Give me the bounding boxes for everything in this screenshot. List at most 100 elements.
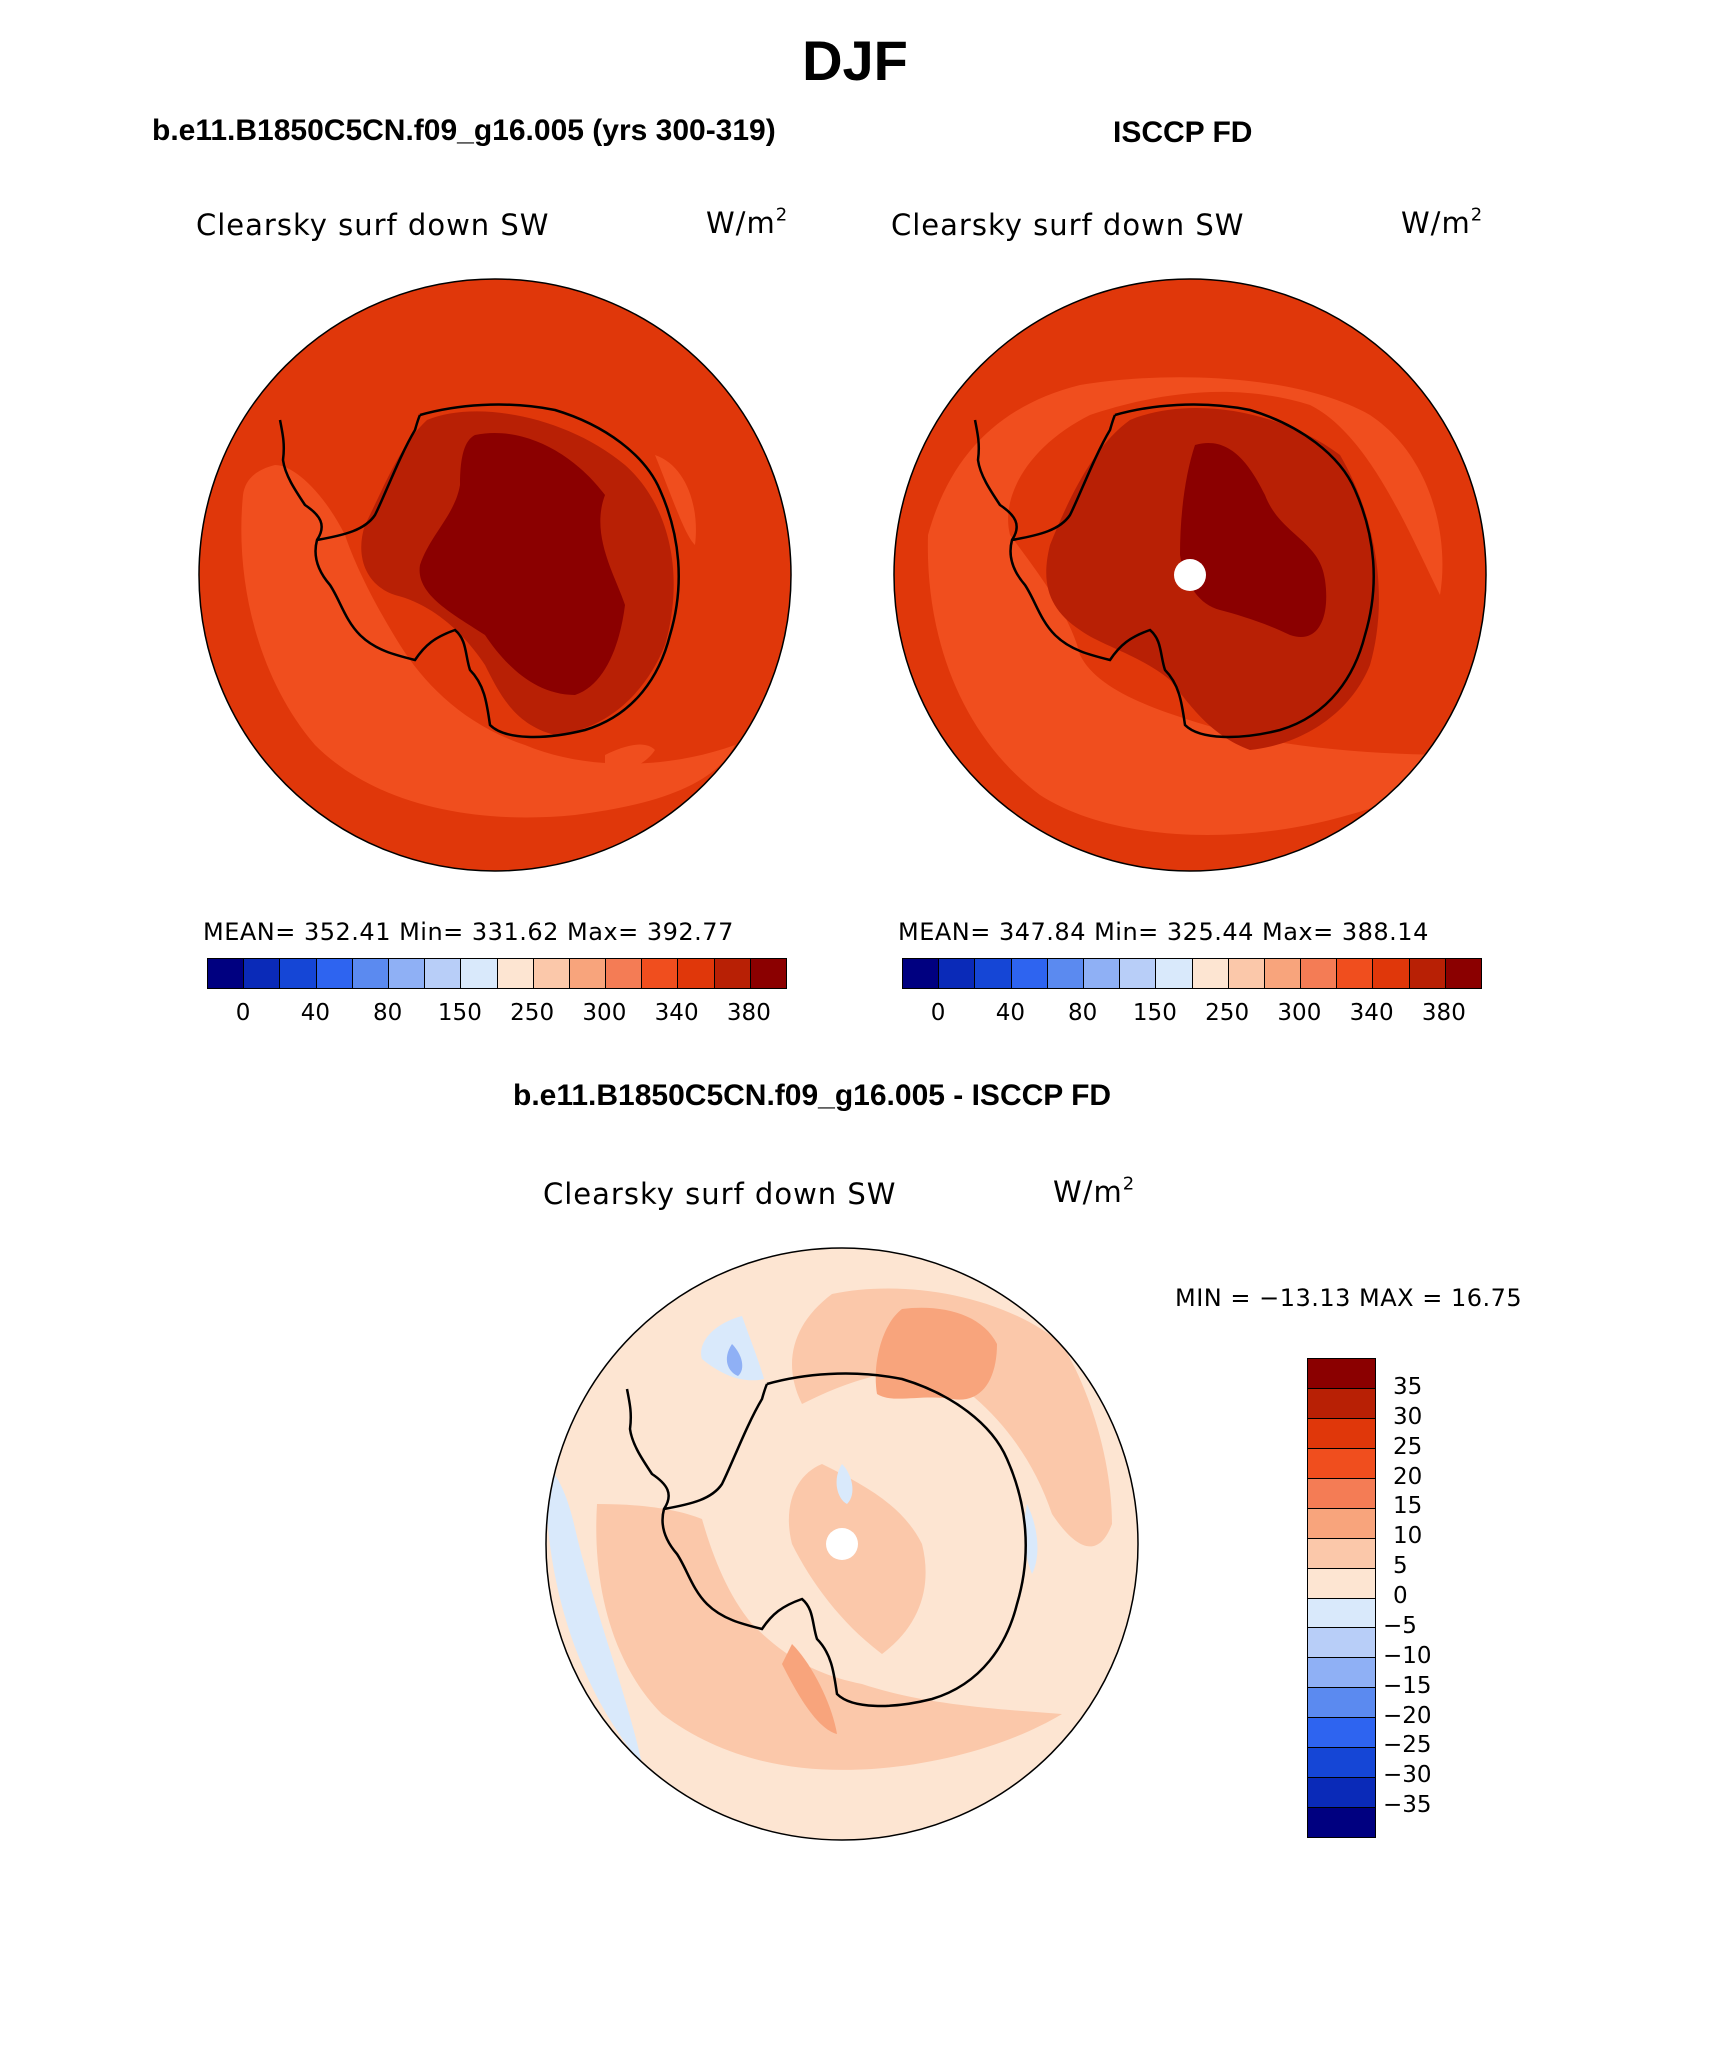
colorbar-tick-label: 10 — [1393, 1523, 1423, 1550]
colorbar-tick-label: −25 — [1383, 1732, 1432, 1759]
colorbar-swatch — [1337, 959, 1374, 988]
colorbar-swatch — [1445, 959, 1481, 988]
diff-cool-region — [546, 1464, 642, 1764]
colorbar-swatch — [642, 959, 679, 988]
colorbar-swatch — [714, 959, 751, 988]
diff-warm-region — [792, 1288, 1112, 1547]
colorbar-swatch — [1308, 1748, 1375, 1779]
colorbar-swatch — [1308, 1718, 1375, 1749]
obs-subtitle: ISCCP FD — [1113, 116, 1253, 149]
obs-units-label: W/m2 — [1401, 204, 1484, 240]
colorbar-swatch — [1192, 959, 1229, 988]
colorbar-swatch — [1228, 959, 1265, 988]
colorbar-swatch — [569, 959, 607, 988]
colorbar-swatch — [1373, 959, 1410, 988]
colorbar-tick-label: 80 — [372, 1000, 403, 1026]
colorbar-tick-label: −30 — [1383, 1762, 1432, 1789]
colorbar-tick-label: 20 — [1393, 1463, 1423, 1490]
diff-stats: MIN = −13.13 MAX = 16.75 — [1175, 1284, 1523, 1312]
diff-warm-region — [596, 1504, 1062, 1770]
colorbar-swatch — [939, 959, 976, 988]
colorbar-tick-label: 340 — [654, 1000, 699, 1026]
model-inner-region — [241, 465, 735, 818]
diff-coolest-region — [726, 1344, 743, 1376]
colorbar-tick-label: 0 — [235, 1000, 251, 1026]
model-stats: MEAN= 352.41 Min= 331.62 Max= 392.77 — [203, 918, 734, 946]
colorbar-swatch — [1264, 959, 1302, 988]
colorbar-swatch — [280, 959, 317, 988]
diff-units-label: W/m2 — [1053, 1173, 1136, 1209]
colorbar-swatch — [1308, 1628, 1375, 1659]
colorbar-tick-label: 35 — [1393, 1373, 1423, 1400]
colorbar-tick-label: 15 — [1393, 1493, 1423, 1520]
model-subtitle: b.e11.B1850C5CN.f09_g16.005 (yrs 300-319… — [152, 114, 776, 147]
colorbar-tick-label: 5 — [1393, 1553, 1408, 1580]
obs-variable-label: Clearsky surf down SW — [891, 208, 1245, 242]
model-units-label: W/m2 — [706, 204, 789, 240]
colorbar-swatch — [1308, 1359, 1375, 1389]
colorbar-swatch — [461, 959, 498, 988]
colorbar-tick-label: 250 — [1205, 1000, 1250, 1026]
colorbar-tick-label: 380 — [1421, 1000, 1466, 1026]
colorbar-tick-label: 150 — [437, 1000, 482, 1026]
colorbar-swatch — [533, 959, 570, 988]
colorbar-swatch — [1301, 959, 1338, 988]
diff-warm-region — [788, 1464, 926, 1654]
colorbar-tick-label: −35 — [1383, 1792, 1432, 1819]
colorbar-swatch — [1047, 959, 1084, 988]
colorbar-swatch — [1120, 959, 1157, 988]
colorbar-swatch — [1308, 1508, 1375, 1539]
diff-warmer-region — [875, 1307, 997, 1400]
obs-stats: MEAN= 347.84 Min= 325.44 Max= 388.14 — [898, 918, 1429, 946]
colorbar-tick-label: 300 — [1277, 1000, 1322, 1026]
model-inner-region — [655, 455, 696, 545]
colorbar-tick-label: 0 — [1393, 1583, 1408, 1609]
colorbar-swatch — [1156, 959, 1193, 988]
obs-inner-region — [927, 377, 1461, 835]
colorbar-tick-label: 340 — [1349, 1000, 1394, 1026]
colorbar-swatch — [1083, 959, 1121, 988]
colorbar-swatch — [244, 959, 281, 988]
colorbar-tick-label: −15 — [1383, 1672, 1432, 1699]
colorbar-tick-label: 0 — [930, 1000, 946, 1026]
colorbar-tick-label: 150 — [1132, 1000, 1177, 1026]
colorbar-swatch — [678, 959, 715, 988]
obs-polar-map — [893, 278, 1487, 872]
colorbar-swatch — [1308, 1418, 1375, 1449]
colorbar-tick-label: −20 — [1383, 1702, 1432, 1729]
colorbar-swatch — [1308, 1808, 1375, 1837]
obs-interior-region — [1180, 443, 1327, 637]
colorbar-swatch — [903, 959, 940, 988]
diff-cool-region — [836, 1464, 853, 1504]
colorbar-swatch — [208, 959, 245, 988]
colorbar-tick-label: −10 — [1383, 1642, 1432, 1669]
colorbar-swatch — [1308, 1658, 1375, 1689]
colorbar-swatch — [1308, 1538, 1375, 1569]
colorbar-tick-label: 80 — [1067, 1000, 1098, 1026]
diff-subtitle: b.e11.B1850C5CN.f09_g16.005 - ISCCP FD — [513, 1079, 1112, 1112]
diff-cool-region — [1024, 1504, 1038, 1574]
colorbar-swatch — [975, 959, 1012, 988]
colorbar-swatch — [425, 959, 462, 988]
colorbar-swatch — [388, 959, 426, 988]
model-interior-region — [419, 433, 625, 695]
colorbar-swatch — [352, 959, 389, 988]
colorbar-swatch — [1308, 1688, 1375, 1719]
colorbar-swatch — [1308, 1448, 1375, 1479]
colorbar-swatch — [316, 959, 353, 988]
colorbar-tick-label: 25 — [1393, 1433, 1423, 1460]
colorbar-tick-label: −5 — [1383, 1612, 1417, 1639]
model-variable-label: Clearsky surf down SW — [196, 208, 550, 242]
colorbar-swatch — [1308, 1478, 1375, 1509]
model-polar-map — [198, 278, 792, 872]
diff-variable-label: Clearsky surf down SW — [543, 1177, 897, 1211]
colorbar-swatch — [750, 959, 786, 988]
colorbar-swatch — [606, 959, 643, 988]
diff-colorbar — [1307, 1358, 1376, 1838]
colorbar-swatch — [1308, 1568, 1375, 1599]
colorbar-tick-label: 30 — [1393, 1403, 1423, 1430]
model-colorbar — [207, 958, 787, 989]
diff-warmer-region — [782, 1644, 837, 1734]
page-title: DJF — [802, 29, 908, 92]
colorbar-swatch — [1409, 959, 1446, 988]
